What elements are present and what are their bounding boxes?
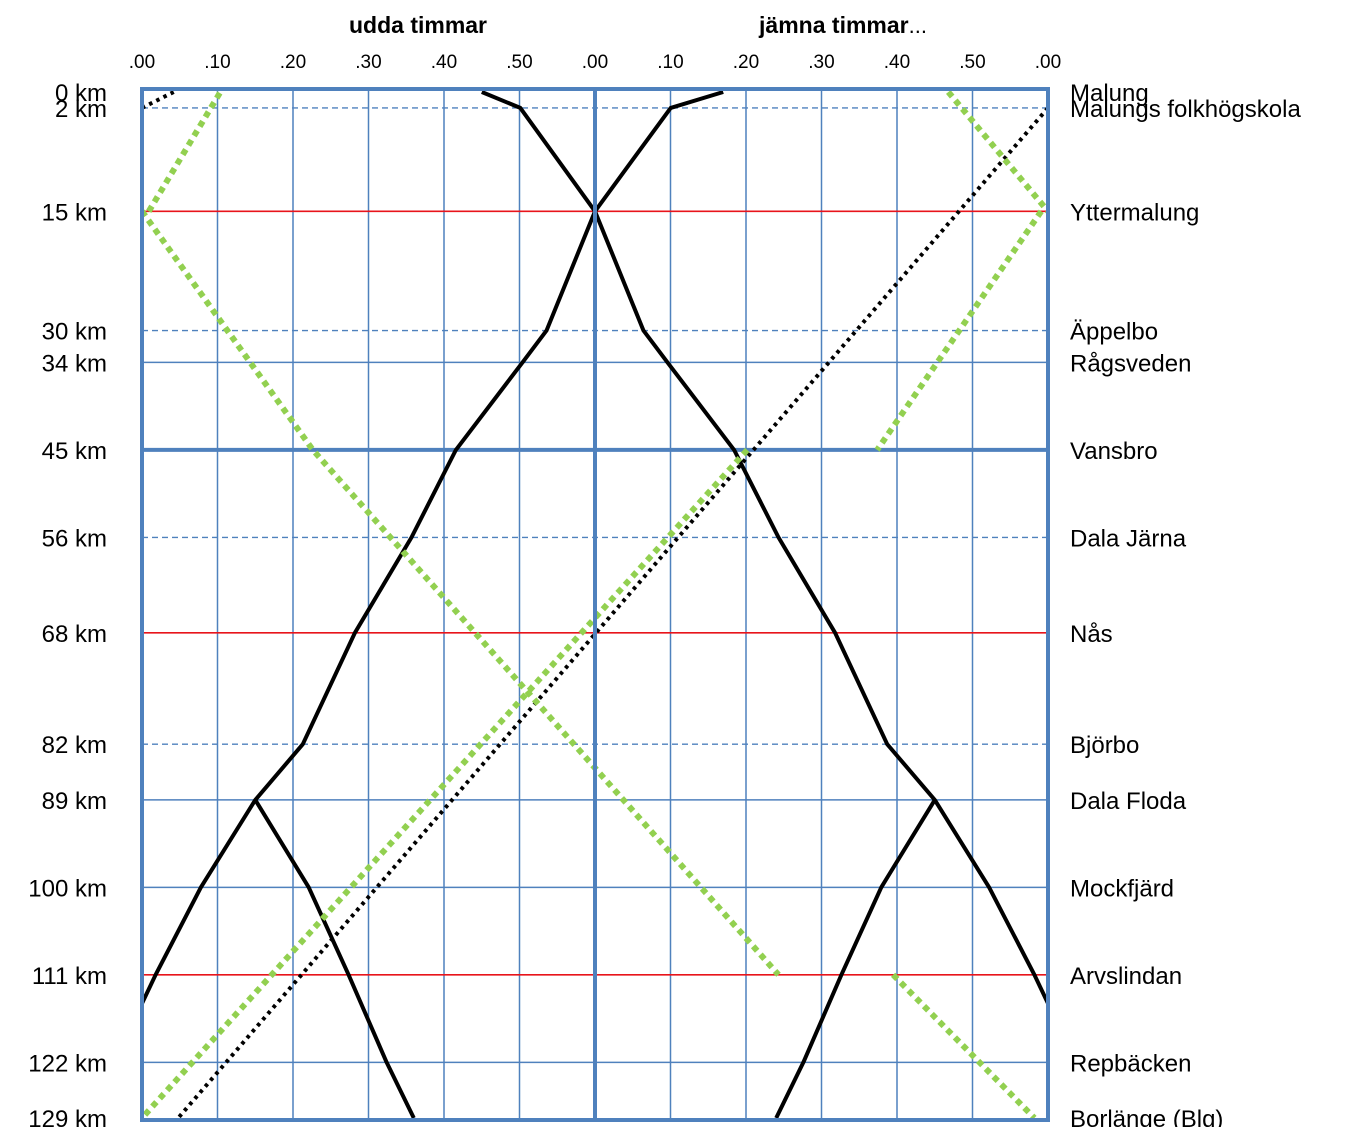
km-label: 0 km — [55, 80, 107, 107]
km-label: 100 km — [28, 875, 107, 902]
station-name: Mockfjärd — [1070, 875, 1174, 902]
train-line-solid — [253, 798, 416, 1119]
station-name: Yttermalung — [1070, 199, 1199, 226]
x-tick-label: .00 — [582, 52, 608, 73]
train-line-dotted-green — [890, 972, 1037, 1121]
train-line-dotted-green — [146, 90, 223, 213]
km-label: 122 km — [28, 1050, 107, 1077]
train-line-solid — [774, 798, 937, 1119]
station-name: Dala Floda — [1070, 788, 1187, 815]
station-name: Äppelbo — [1070, 319, 1158, 346]
header-odd-hours: udda timmar — [349, 12, 487, 38]
km-label: 89 km — [42, 788, 107, 815]
km-label: 111 km — [32, 963, 107, 990]
x-tick-label: .40 — [431, 52, 457, 73]
km-label: 56 km — [42, 525, 107, 552]
x-tick-label: .30 — [355, 52, 381, 73]
x-tick-label: .50 — [959, 52, 985, 73]
station-name: Rågsveden — [1070, 350, 1191, 377]
train-line-dotted-black — [141, 90, 175, 110]
station-name: Borlänge (Blg) — [1070, 1106, 1223, 1127]
km-label: 129 km — [28, 1106, 107, 1127]
km-label: 45 km — [42, 438, 107, 465]
km-label: 15 km — [42, 199, 107, 226]
station-name: Björbo — [1070, 732, 1139, 759]
train-line-solid — [481, 90, 1050, 1013]
train-line-solid — [140, 90, 724, 1013]
header-even-suffix: ... — [909, 13, 927, 38]
header-even-main: jämna timmar — [758, 12, 909, 38]
km-label: 2 km — [55, 96, 107, 123]
x-tick-label: .20 — [733, 52, 759, 73]
km-label: 30 km — [42, 319, 107, 346]
x-tick-label: .10 — [657, 52, 683, 73]
train-line-dotted-green — [140, 209, 781, 977]
train-line-dotted-black — [176, 106, 1050, 1120]
station-name: Malungs folkhögskola — [1070, 96, 1301, 123]
km-label: 82 km — [42, 732, 107, 759]
train-line-dotted-green — [945, 90, 1050, 214]
x-tick-label: .10 — [204, 52, 230, 73]
station-name: Nås — [1070, 621, 1113, 648]
x-tick-label: .40 — [884, 52, 910, 73]
x-tick-label: .00 — [129, 52, 155, 73]
station-name: Repbäcken — [1070, 1050, 1191, 1077]
km-label: 68 km — [42, 621, 107, 648]
train-line-dotted-green — [874, 209, 1044, 452]
x-tick-label: .50 — [506, 52, 532, 73]
km-label: 34 km — [42, 350, 107, 377]
station-name: Arvslindan — [1070, 963, 1182, 990]
x-tick-label: .20 — [280, 52, 306, 73]
station-name: Malung — [1070, 80, 1149, 107]
train-line-dotted-green — [140, 447, 750, 1121]
station-labels: 0 km Malung 2 km Malungs folkhögskola 15 km Y… — [28, 80, 1301, 1127]
station-name: Dala Järna — [1070, 525, 1187, 552]
x-tick-labels: .00 .10 .20 .30 .40 .50 .00 .10 .20 .30 .40 .50 .00 — [129, 52, 1061, 73]
x-tick-label: .30 — [808, 52, 834, 73]
header-even-hours: jämna timmar... — [758, 12, 927, 38]
x-tick-label: .00 — [1035, 52, 1061, 73]
station-name: Vansbro — [1070, 438, 1158, 465]
